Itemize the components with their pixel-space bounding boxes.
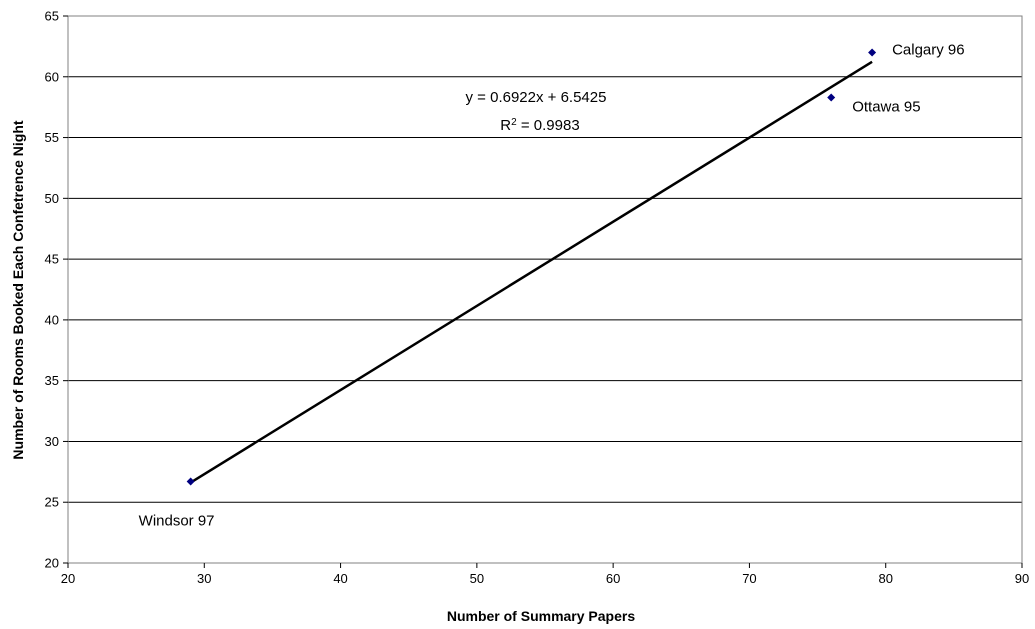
x-tick-label-80: 80 [878, 571, 892, 586]
y-tick-label-40: 40 [45, 312, 59, 327]
y-tick-label-65: 65 [45, 9, 59, 24]
x-axis-title: Number of Summary Papers [447, 608, 635, 624]
trendline-equation: y = 0.6922x + 6.5425 [466, 89, 607, 106]
x-tick-label-90: 90 [1015, 571, 1029, 586]
y-tick-label-50: 50 [45, 191, 59, 206]
x-tick-label-40: 40 [333, 571, 347, 586]
y-tick-label-60: 60 [45, 69, 59, 84]
data-point-windsor-97 [187, 478, 195, 486]
y-tick-label-55: 55 [45, 130, 59, 145]
point-label-windsor-97: Windsor 97 [139, 513, 215, 530]
x-axis-ticks: 20 30 40 50 60 70 80 90 [61, 563, 1029, 586]
y-axis-title: Number of Rooms Booked Each Confetrence … [10, 120, 26, 459]
y-axis-ticks: 20 25 30 35 40 45 50 55 60 65 [45, 9, 68, 571]
x-tick-label-60: 60 [606, 571, 620, 586]
x-tick-label-20: 20 [61, 571, 75, 586]
x-tick-label-50: 50 [470, 571, 484, 586]
y-tick-label-20: 20 [45, 556, 59, 571]
x-tick-label-70: 70 [742, 571, 756, 586]
trendline-r-squared: R2 = 0.9983 [500, 117, 579, 135]
point-label-calgary-96: Calgary 96 [892, 41, 965, 58]
r-squared-value: = 0.9983 [517, 117, 580, 134]
point-label-ottawa-95: Ottawa 95 [852, 98, 920, 115]
y-tick-label-25: 25 [45, 495, 59, 510]
point-labels: Windsor 97 Ottawa 95 Calgary 96 [139, 41, 965, 529]
data-point-calgary-96 [868, 48, 876, 56]
y-tick-label-35: 35 [45, 373, 59, 388]
r-squared-symbol: R [500, 117, 511, 134]
x-tick-label-30: 30 [197, 571, 211, 586]
y-tick-label-45: 45 [45, 252, 59, 267]
data-point-ottawa-95 [827, 93, 835, 101]
y-tick-label-30: 30 [45, 434, 59, 449]
